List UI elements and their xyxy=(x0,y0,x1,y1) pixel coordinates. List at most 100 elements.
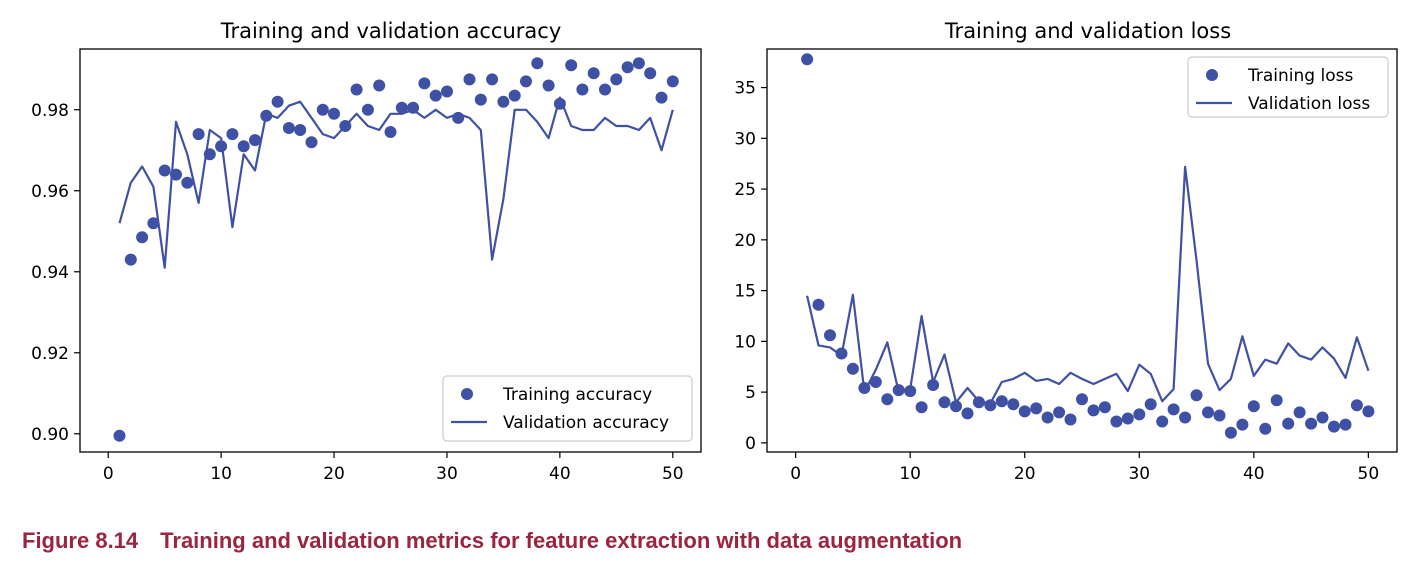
loss-legend-box xyxy=(1187,56,1389,118)
loss-training-point xyxy=(1087,404,1100,417)
accuracy-training-point xyxy=(339,120,352,132)
loss-training-point xyxy=(961,407,974,420)
loss-training-point xyxy=(1259,422,1272,435)
accuracy-training-point xyxy=(328,107,340,120)
loss-training-point xyxy=(1156,415,1169,428)
loss-y-tick-label: 0 xyxy=(745,434,756,454)
accuracy-training-point xyxy=(305,136,318,149)
loss-legend-label: Training loss xyxy=(1247,66,1353,86)
loss-training-point xyxy=(801,53,814,66)
accuracy-training-point xyxy=(147,217,160,230)
accuracy-training-point xyxy=(170,168,182,181)
accuracy-training-point xyxy=(237,140,250,153)
loss-y-tick-label: 5 xyxy=(745,383,756,403)
accuracy-training-point xyxy=(553,97,566,110)
loss-training-point xyxy=(869,376,882,388)
accuracy-legend-label: Training accuracy xyxy=(502,385,652,405)
loss-training-point xyxy=(881,393,894,406)
loss-training-point xyxy=(950,400,962,413)
loss-training-point xyxy=(824,329,836,342)
loss-y-tick-label: 35 xyxy=(734,79,756,99)
loss-training-point xyxy=(995,395,1008,408)
loss-x-tick-label: 30 xyxy=(1128,464,1150,484)
accuracy-training-point xyxy=(282,122,295,134)
loss-training-point xyxy=(1041,411,1054,424)
accuracy-training-point xyxy=(294,124,307,136)
loss-training-point xyxy=(915,401,928,414)
loss-training-point xyxy=(972,396,985,409)
accuracy-training-point xyxy=(418,77,431,90)
accuracy-training-point xyxy=(666,75,679,88)
loss-training-point xyxy=(1213,409,1226,422)
accuracy-legend-dot-marker xyxy=(461,388,473,400)
accuracy-training-point xyxy=(531,57,544,70)
loss-training-point xyxy=(1053,406,1066,419)
accuracy-training-point xyxy=(226,128,239,141)
loss-training-point xyxy=(1076,393,1088,406)
accuracy-legend-box xyxy=(442,375,693,442)
accuracy-x-tick-label: 10 xyxy=(210,464,232,484)
loss-training-point xyxy=(938,396,951,409)
accuracy-training-point xyxy=(215,140,228,153)
loss-chart: Training and validation loss 0 10 20 30 40 50… xyxy=(734,19,1398,484)
figure-caption-number: Figure 8.14 xyxy=(22,528,139,553)
accuracy-x-tick-label: 0 xyxy=(103,464,114,484)
loss-training-point xyxy=(1110,415,1123,428)
accuracy-x-tick-label: 30 xyxy=(436,464,458,484)
loss-training-point xyxy=(1064,413,1077,426)
accuracy-training-point xyxy=(136,231,149,244)
loss-training-point xyxy=(1190,389,1203,402)
accuracy-x-tick-label: 20 xyxy=(323,464,345,484)
loss-training-point xyxy=(1305,417,1318,430)
loss-y-tick-label: 15 xyxy=(734,282,756,302)
accuracy-training-point xyxy=(599,83,611,96)
accuracy-training-point xyxy=(181,176,194,189)
loss-training-point xyxy=(846,362,859,375)
loss-training-point xyxy=(1282,417,1295,430)
accuracy-chart-title: Training and validation accuracy xyxy=(220,19,562,43)
accuracy-training-point xyxy=(508,89,521,102)
loss-x-tick-label: 20 xyxy=(1014,464,1036,484)
loss-training-point xyxy=(1133,408,1146,421)
accuracy-x-tick-label: 40 xyxy=(549,464,571,484)
accuracy-training-point xyxy=(350,83,363,96)
loss-training-point xyxy=(1339,418,1352,431)
loss-y-tick-label: 20 xyxy=(734,231,756,251)
accuracy-y-tick-label: 0.90 xyxy=(31,425,69,445)
accuracy-validation-line xyxy=(118,96,674,269)
loss-x-tick-label: 50 xyxy=(1358,464,1380,484)
figure-charts: Training and validation accuracy 0 10 20 30… xyxy=(31,19,1398,484)
accuracy-training-point xyxy=(576,83,589,96)
accuracy-training-point xyxy=(249,134,261,147)
loss-legend-label: Validation loss xyxy=(1248,94,1370,114)
accuracy-legend: Training accuracy Validation accuracy xyxy=(442,375,693,442)
loss-training-point xyxy=(1224,426,1237,439)
accuracy-y-tick-label: 0.92 xyxy=(31,344,69,364)
loss-legend: Training loss Validation loss xyxy=(1187,56,1389,118)
loss-training-point xyxy=(927,379,940,391)
accuracy-training-point xyxy=(486,73,499,86)
accuracy-training-point xyxy=(610,73,623,86)
loss-training-point xyxy=(1018,405,1031,418)
loss-training-point xyxy=(984,399,997,412)
accuracy-training-point xyxy=(271,95,284,108)
accuracy-training-point xyxy=(158,164,171,177)
loss-x-tick-label: 10 xyxy=(899,464,921,484)
loss-training-point xyxy=(1179,411,1192,424)
loss-training-point xyxy=(892,384,905,397)
loss-axis-ticks: 0 10 20 30 40 50 0 5 10 15 20 25 30 35 xyxy=(734,79,1379,484)
accuracy-training-point xyxy=(632,57,645,70)
loss-training-point xyxy=(1121,412,1134,425)
loss-training-point xyxy=(1167,403,1180,416)
figure-caption-text: Training and validation metrics for feat… xyxy=(160,528,963,553)
loss-series-marks xyxy=(801,53,1375,439)
accuracy-training-point xyxy=(452,111,465,124)
accuracy-legend-label: Validation accuracy xyxy=(503,413,669,433)
accuracy-training-point xyxy=(655,91,668,104)
loss-y-tick-label: 30 xyxy=(734,129,756,149)
loss-y-tick-label: 25 xyxy=(734,180,756,200)
accuracy-training-point xyxy=(429,89,442,102)
loss-y-tick-label: 10 xyxy=(734,332,756,352)
accuracy-training-point xyxy=(373,79,386,92)
accuracy-y-tick-label: 0.98 xyxy=(31,101,69,121)
